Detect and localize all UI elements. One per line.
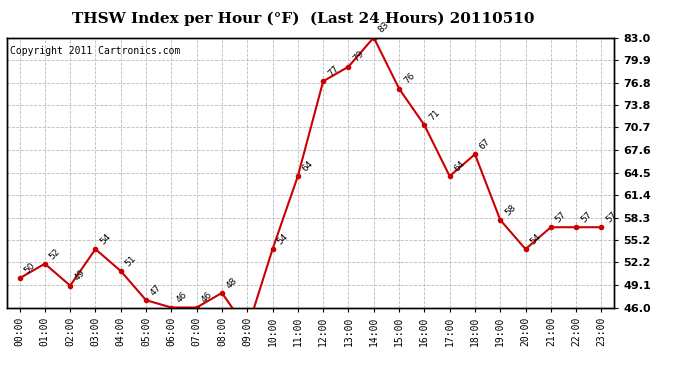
Text: 51: 51 <box>124 254 138 268</box>
Text: Copyright 2011 Cartronics.com: Copyright 2011 Cartronics.com <box>10 46 180 56</box>
Text: 54: 54 <box>275 232 290 246</box>
Text: 43: 43 <box>0 374 1 375</box>
Text: 77: 77 <box>326 64 340 78</box>
Text: 79: 79 <box>351 50 366 64</box>
Text: 57: 57 <box>604 210 619 225</box>
Text: 48: 48 <box>225 276 239 290</box>
Text: 46: 46 <box>174 290 188 305</box>
Text: 54: 54 <box>98 232 112 246</box>
Text: 57: 57 <box>553 210 568 225</box>
Text: 52: 52 <box>48 246 62 261</box>
Text: 83: 83 <box>377 20 391 35</box>
Text: 58: 58 <box>503 202 518 217</box>
Text: THSW Index per Hour (°F)  (Last 24 Hours) 20110510: THSW Index per Hour (°F) (Last 24 Hours)… <box>72 11 535 26</box>
Text: 54: 54 <box>529 232 543 246</box>
Text: 46: 46 <box>199 290 214 305</box>
Text: 76: 76 <box>402 71 416 86</box>
Text: 57: 57 <box>579 210 593 225</box>
Text: 49: 49 <box>73 268 88 283</box>
Text: 64: 64 <box>453 159 467 173</box>
Text: 71: 71 <box>427 108 442 122</box>
Text: 50: 50 <box>22 261 37 276</box>
Text: 47: 47 <box>149 283 164 297</box>
Text: 67: 67 <box>477 137 492 152</box>
Text: 64: 64 <box>301 159 315 173</box>
